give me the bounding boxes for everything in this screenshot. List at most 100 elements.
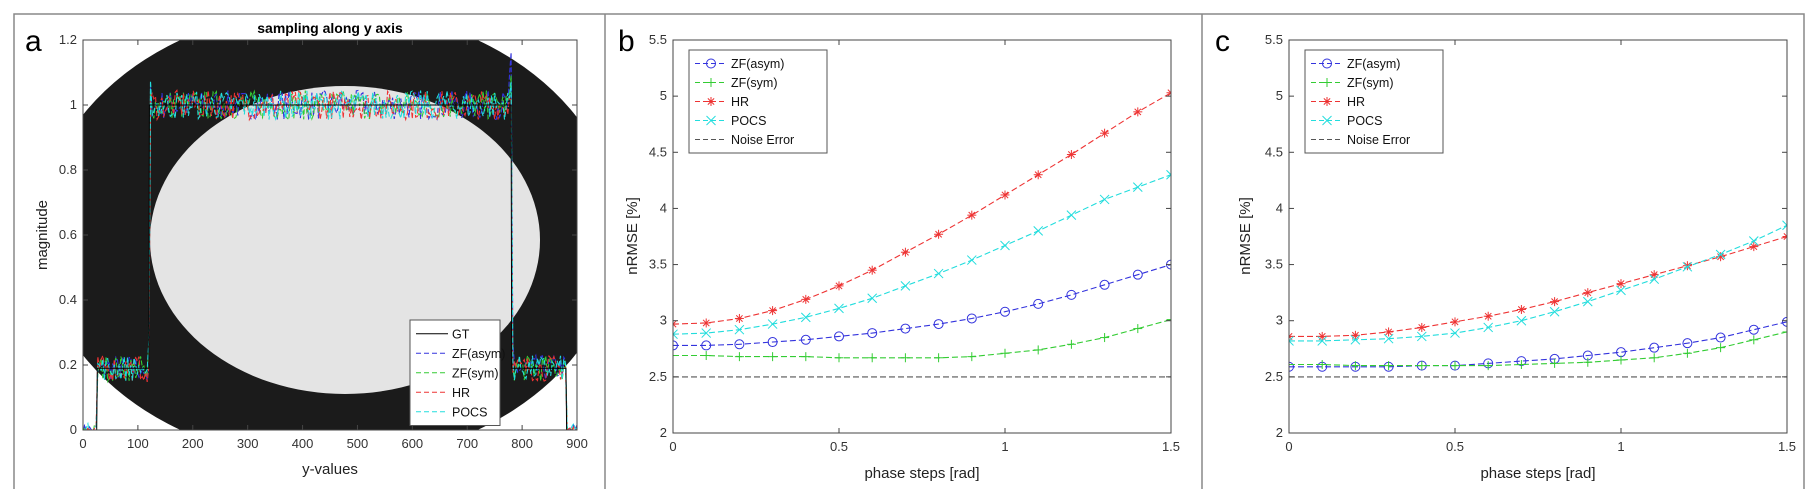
c-series-hr-point-d2 xyxy=(1289,332,1293,338)
b-y-tick-label: 4.5 xyxy=(649,144,667,159)
a-x-tick-label: 700 xyxy=(456,436,478,451)
c-series-pocs-point xyxy=(1549,306,1560,317)
b-series-zf-sym--point xyxy=(1100,333,1110,343)
b-y-tick-label: 4 xyxy=(660,200,667,215)
c-series-pocs-point-d2 xyxy=(1317,336,1328,346)
c-series-hr-point-d2 xyxy=(1750,243,1758,251)
c-x-tick-label: 1 xyxy=(1617,439,1624,454)
y-axis-label-a: magnitude xyxy=(34,200,51,270)
b-series-hr-point-d2 xyxy=(1134,108,1142,116)
b-series-zf-asym--point xyxy=(767,337,778,348)
c-series-hr-point xyxy=(1483,311,1493,321)
c-series-zf-sym--point xyxy=(1649,353,1659,363)
x-axis-label-a: y-values xyxy=(302,461,358,478)
b-series-hr-point xyxy=(1133,107,1143,117)
b-series-zf-sym--point xyxy=(701,351,711,361)
c-legend-label: HR xyxy=(1347,95,1365,109)
c-series-pocs-point-d2 xyxy=(1483,322,1494,333)
b-legend-marker xyxy=(706,58,716,69)
c-series-hr-point xyxy=(1550,297,1560,307)
b-series-zf-asym--point xyxy=(734,339,745,350)
c-series-pocs-point xyxy=(1616,285,1626,296)
b-legend-marker xyxy=(706,78,716,87)
c-series-zf-sym--point xyxy=(1483,361,1493,371)
b-series-pocs-point xyxy=(673,329,678,340)
b-series-zf-sym--point xyxy=(1066,339,1076,349)
a-x-tick-label: 0 xyxy=(79,436,86,451)
b-y-tick-label: 5 xyxy=(660,88,667,103)
b-series-zf-asym--point xyxy=(701,340,712,351)
c-legend-marker xyxy=(1322,97,1332,106)
c-x-tick-label: 1.5 xyxy=(1778,439,1796,454)
b-series-pocs-point xyxy=(1033,226,1044,236)
b-y-tick-label: 2 xyxy=(660,425,667,440)
c-series-hr-point-d2 xyxy=(1717,253,1725,261)
b-y-tick-label: 3 xyxy=(660,313,667,328)
b-series-pocs-point xyxy=(1066,210,1077,221)
b-series-pocs-point-d2 xyxy=(1099,194,1110,205)
c-legend-marker xyxy=(1322,115,1332,126)
c-series-hr-point xyxy=(1450,317,1460,327)
b-series-zf-asym--point xyxy=(1000,306,1010,317)
b-series-zf-asym--point xyxy=(834,331,844,342)
phantom-image xyxy=(83,40,577,430)
panel-c: 0 0.5 1 1.5 2 2.5 3 3.5 4 4.5 5 5.5 c phase steps [… xyxy=(1215,25,1796,482)
panel-b: 0 0.5 1 1.5 2 2.5 3 3.5 4 4.5 5 5.5 b phase steps [… xyxy=(618,25,1180,482)
b-y-tick-label: 3.5 xyxy=(649,257,667,272)
b-series-pocs-point xyxy=(1166,169,1171,180)
c-x-tick-label: 0 xyxy=(1285,439,1292,454)
c-legend-marker-d2 xyxy=(1323,97,1331,106)
b-series-pocs-point xyxy=(767,319,778,329)
b-series-hr-point-d2 xyxy=(702,319,710,327)
c-series-pocs-point xyxy=(1483,322,1494,333)
b-series-pocs-point-d2 xyxy=(933,268,944,279)
c-series-zf-sym--point xyxy=(1317,360,1327,370)
c-series-pocs-point-d2 xyxy=(1289,336,1294,342)
panel-label-a: a xyxy=(25,25,42,58)
b-series-pocs-point-d2 xyxy=(734,324,745,335)
b-series-zf-asym--point xyxy=(1066,289,1077,300)
c-legend-label: POCS xyxy=(1347,114,1382,128)
b-legend-label: Noise Error xyxy=(731,133,794,147)
c-series-zf-asym--point xyxy=(1682,338,1693,349)
c-series-zf-asym--point xyxy=(1649,342,1660,353)
b-series-hr-point-d2 xyxy=(935,230,943,238)
a-x-tick-label: 100 xyxy=(127,436,149,451)
c-y-tick-label: 2 xyxy=(1276,425,1283,440)
a-legend-label: HR xyxy=(452,386,470,400)
b-series-pocs-point xyxy=(933,268,944,279)
chart-title-a: sampling along y axis xyxy=(257,20,403,36)
c-series-pocs-point-d2 xyxy=(1616,285,1626,296)
b-series-pocs-point xyxy=(1099,194,1110,205)
c-series-pocs-point-d2 xyxy=(1516,315,1527,326)
a-series-zf-asym- xyxy=(83,52,577,430)
b-y-tick-label: 2.5 xyxy=(649,369,667,384)
c-series-hr-point-d2 xyxy=(1418,323,1426,331)
b-x-tick-label: 0 xyxy=(669,439,676,454)
a-y-tick-label: 0.4 xyxy=(59,292,77,307)
c-series-zf-sym--point xyxy=(1350,361,1360,371)
c-series-pocs-point xyxy=(1582,296,1593,307)
b-series-zf-asym--point xyxy=(1132,269,1143,280)
b-series-zf-asym--point xyxy=(867,328,878,339)
b-series-zf-asym--point xyxy=(673,340,678,351)
a-x-tick-label: 400 xyxy=(292,436,314,451)
a-y-tick-label: 0.8 xyxy=(59,162,77,177)
a-x-tick-label: 600 xyxy=(401,436,423,451)
panel-label-c: c xyxy=(1215,25,1230,58)
b-series-hr-point-d2 xyxy=(1101,129,1109,137)
b-series-pocs-point xyxy=(1000,240,1010,251)
b-series-pocs-point-d2 xyxy=(1132,182,1143,192)
b-series-hr-point xyxy=(673,319,678,329)
c-legend-marker xyxy=(1322,78,1332,87)
a-y-tick-label: 0 xyxy=(70,422,77,437)
b-series-hr-point xyxy=(1000,190,1010,200)
a-y-tick-label: 1 xyxy=(70,97,77,112)
b-series-pocs-point-d2 xyxy=(1166,174,1171,180)
b-x-tick-label: 1 xyxy=(1001,439,1008,454)
b-series-pocs-point-d2 xyxy=(701,328,712,338)
c-series-pocs-point-d1 xyxy=(1289,340,1294,346)
b-series-hr-point xyxy=(1166,88,1171,98)
b-series-hr-point-d1 xyxy=(673,323,677,328)
